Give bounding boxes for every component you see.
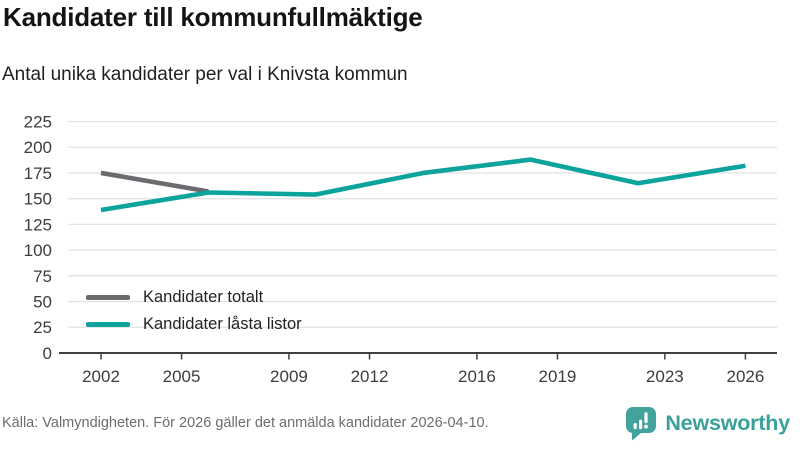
y-tick-label: 50	[33, 293, 52, 312]
series-locked-lists	[100, 157, 746, 213]
y-tick-label: 125	[24, 215, 52, 234]
legend-line-swatch-teal	[86, 322, 130, 327]
y-tick-label: 150	[24, 190, 52, 209]
x-tick-label: 2009	[270, 367, 308, 386]
x-tick-label: 2016	[458, 367, 496, 386]
legend-item-locked-lists: Kandidater låsta listor	[86, 315, 302, 334]
legend-line-swatch-gray	[86, 295, 130, 300]
y-tick-label: 175	[24, 164, 52, 183]
y-tick-label: 25	[33, 318, 52, 337]
y-tick-label: 200	[24, 138, 52, 157]
x-tick-label: 2002	[82, 367, 120, 386]
newsworthy-logo: Newsworthy	[625, 406, 790, 441]
chart-legend: Kandidater totalt Kandidater låsta listo…	[86, 288, 302, 334]
newsworthy-bubble-chart-icon	[626, 406, 657, 440]
legend-label: Kandidater totalt	[143, 288, 264, 306]
x-tick-label: 2026	[726, 367, 764, 386]
x-tick-label: 2023	[646, 367, 684, 386]
y-tick-label: 100	[24, 241, 52, 260]
y-tick-label: 75	[33, 267, 52, 286]
newsworthy-wordmark: Newsworthy	[665, 410, 790, 435]
page-title: Kandidater till kommunfullmäktige	[3, 2, 423, 32]
legend-label: Kandidater låsta listor	[143, 315, 302, 333]
chart-subtitle: Antal unika kandidater per val i Knivsta…	[2, 64, 408, 85]
x-tick-label: 2012	[351, 367, 389, 386]
source-note: Källa: Valmyndigheten. För 2026 gäller d…	[2, 415, 489, 431]
x-tick-label: 2005	[163, 367, 201, 386]
series-total	[100, 170, 209, 194]
y-tick-label: 0	[43, 344, 52, 363]
chart-footer: Källa: Valmyndigheten. För 2026 gäller d…	[0, 403, 800, 443]
x-tick-label: 2019	[539, 367, 577, 386]
legend-item-total: Kandidater totalt	[86, 288, 302, 307]
y-tick-label: 225	[24, 112, 52, 131]
